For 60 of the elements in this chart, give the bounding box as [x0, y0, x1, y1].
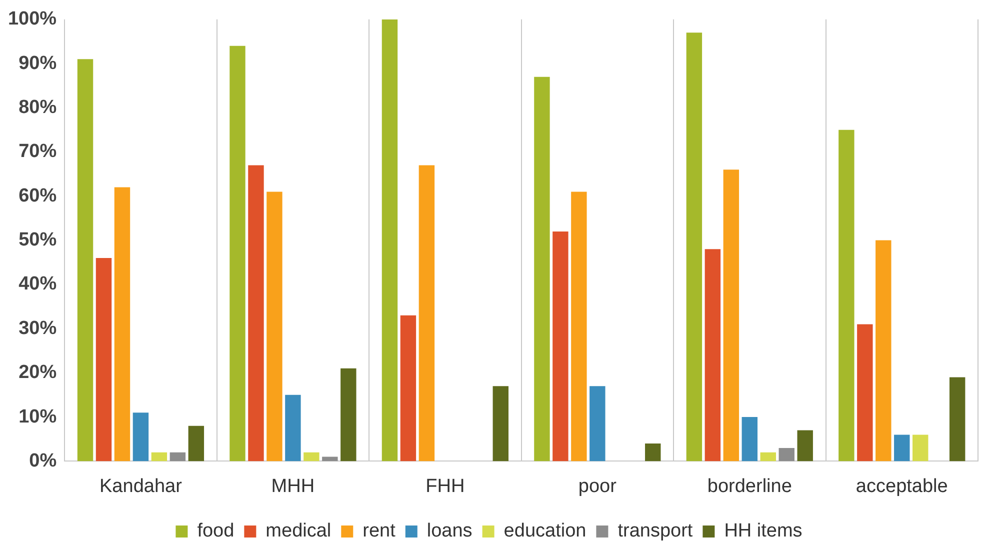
bar — [723, 170, 740, 462]
y-tick-label: 80% — [18, 96, 57, 118]
y-tick-label: 20% — [18, 362, 57, 384]
bar — [492, 386, 508, 462]
legend-label: HH items — [724, 520, 802, 542]
bar — [285, 394, 301, 462]
bar — [760, 452, 776, 462]
bar — [170, 452, 186, 462]
bar — [778, 448, 794, 462]
legend-label: rent — [362, 520, 396, 542]
bar — [400, 315, 416, 462]
bar — [304, 452, 320, 462]
legend-label: food — [197, 520, 234, 542]
y-tick-label: 100% — [8, 8, 57, 30]
legend-label: education — [504, 520, 586, 542]
legend-label: medical — [266, 520, 332, 542]
bar — [132, 412, 149, 462]
x-tick-label: acceptable — [856, 476, 948, 497]
legend-label: transport — [618, 520, 694, 542]
bar — [704, 249, 721, 462]
bar — [77, 59, 94, 462]
y-tick-label: 30% — [18, 318, 57, 339]
bar — [838, 130, 854, 462]
bar — [949, 377, 966, 462]
bar — [571, 192, 587, 462]
bar — [322, 456, 338, 462]
y-tick-label: 10% — [18, 406, 57, 428]
x-tick-label: MHH — [271, 476, 315, 497]
x-tick-label: FHH — [426, 476, 465, 497]
bar — [114, 187, 130, 462]
bar — [686, 32, 702, 462]
bar — [876, 240, 892, 462]
x-tick-label: Kandahar — [100, 476, 183, 497]
bar — [340, 368, 356, 462]
bar — [534, 76, 550, 462]
bar — [151, 452, 168, 462]
y-tick-label: 40% — [18, 274, 57, 295]
bar — [645, 444, 661, 462]
x-tick-label: poor — [578, 476, 618, 497]
y-tick-label: 60% — [18, 185, 57, 206]
bar — [382, 19, 398, 462]
bar — [418, 165, 435, 462]
bar — [797, 430, 813, 462]
bar — [266, 192, 282, 462]
bar — [230, 46, 246, 462]
legend-label: loans — [426, 520, 472, 542]
x-tick-label: borderline — [707, 476, 792, 497]
bar — [742, 417, 758, 462]
bar — [96, 258, 112, 462]
y-tick-label: 0% — [29, 450, 57, 472]
bar — [248, 165, 264, 462]
bar — [857, 324, 873, 462]
bar — [912, 434, 928, 462]
bar — [552, 231, 568, 462]
y-tick-label: 50% — [18, 230, 57, 251]
y-tick-label: 90% — [18, 52, 57, 74]
y-tick-label: 70% — [18, 141, 57, 162]
bar — [188, 426, 204, 462]
bar — [590, 386, 606, 462]
bar — [894, 434, 910, 462]
